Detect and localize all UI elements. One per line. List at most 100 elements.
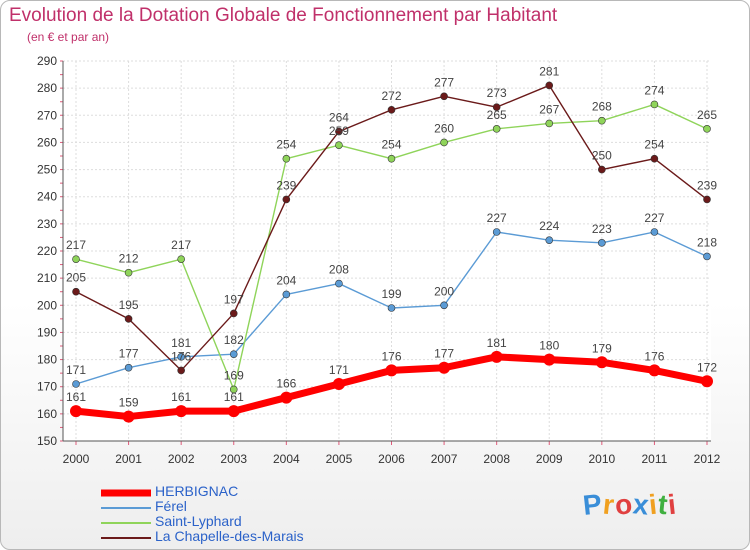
data-label: 169 (224, 368, 244, 382)
legend-label: La Chapelle-des-Marais (155, 528, 304, 544)
legend-item: Saint-Lyphard (101, 513, 401, 530)
x-tick-label: 2011 (642, 452, 668, 466)
data-label: 265 (697, 108, 717, 122)
y-tick-label: 200 (37, 298, 57, 312)
series-point (387, 304, 396, 312)
series-point (545, 119, 554, 128)
series-point (72, 380, 80, 388)
series-point (598, 116, 606, 125)
series-point (703, 125, 711, 133)
data-label: 176 (171, 349, 191, 363)
data-label: 259 (329, 124, 349, 138)
series-point (124, 315, 133, 323)
data-label: 161 (66, 390, 86, 404)
series-point (492, 125, 501, 133)
data-label: 281 (539, 64, 559, 78)
data-label: 254 (276, 138, 296, 152)
series-point (387, 106, 396, 114)
series-point (440, 301, 448, 310)
y-tick-label: 220 (37, 244, 57, 258)
data-label: 195 (119, 298, 139, 312)
data-label: 217 (171, 238, 191, 252)
series-point (595, 356, 608, 369)
data-label: 267 (539, 102, 559, 116)
series-point (282, 290, 291, 299)
data-label: 208 (329, 263, 349, 277)
data-label: 166 (276, 377, 296, 391)
data-label: 272 (381, 89, 401, 103)
x-tick-label: 2006 (378, 452, 405, 466)
data-label: 224 (539, 219, 559, 233)
x-tick-label: 2002 (168, 452, 195, 466)
data-label: 223 (592, 222, 612, 236)
series-point (124, 363, 133, 372)
data-label: 197 (224, 292, 244, 306)
data-label: 176 (381, 349, 401, 363)
series-point (124, 268, 133, 277)
series-point (335, 279, 343, 288)
series-point (545, 236, 554, 244)
legend-swatch (101, 536, 151, 539)
series-point (175, 405, 188, 418)
legend-item: La Chapelle-des-Marais (101, 528, 401, 545)
series-point (438, 361, 451, 374)
series-point (490, 350, 503, 363)
data-label: 199 (381, 287, 401, 301)
data-label: 239 (697, 178, 717, 192)
series-point (70, 405, 82, 418)
proxiti-logo: Proxiti (581, 488, 679, 521)
x-tick-label: 2012 (694, 452, 721, 466)
data-label: 265 (487, 108, 507, 122)
legend-label: Saint-Lyphard (155, 513, 242, 529)
data-label: 218 (697, 235, 717, 249)
chart-title: Evolution de la Dotation Globale de Fonc… (9, 5, 558, 26)
data-label: 264 (329, 111, 349, 125)
legend-label: Férel (155, 498, 187, 514)
legend-label: HERBIGNAC (155, 483, 239, 499)
series-point (335, 141, 343, 149)
series-point (387, 154, 396, 163)
data-label: 171 (66, 363, 86, 377)
series-point (72, 255, 80, 263)
data-label: 277 (434, 75, 454, 89)
data-label: 181 (171, 336, 191, 350)
legend-swatch (101, 489, 151, 496)
data-label: 254 (381, 138, 401, 152)
x-tick-label: 2000 (63, 452, 90, 466)
series-point (492, 228, 501, 236)
x-tick-label: 2008 (483, 452, 510, 466)
series-point (282, 195, 291, 204)
y-tick-label: 250 (37, 163, 57, 177)
data-label: 250 (592, 149, 612, 163)
data-label: 274 (644, 83, 664, 97)
series-point (598, 165, 606, 174)
series-point (701, 375, 713, 388)
y-tick-label: 180 (37, 353, 57, 367)
x-tick-label: 2007 (431, 452, 458, 466)
data-label: 176 (644, 349, 664, 363)
x-tick-label: 2010 (588, 452, 615, 466)
chart-subtitle: (en € et par an) (27, 30, 110, 44)
logo-letter: i (666, 488, 679, 521)
series-point (177, 366, 185, 375)
series-point (650, 228, 659, 236)
series-point (177, 353, 185, 361)
series-point (440, 92, 448, 101)
y-tick-label: 160 (37, 407, 57, 421)
x-tick-label: 2003 (220, 452, 247, 466)
data-label: 205 (66, 271, 86, 285)
y-tick-label: 230 (37, 217, 57, 231)
data-label: 200 (434, 284, 454, 298)
legend-swatch (101, 521, 151, 524)
series-point (492, 103, 501, 111)
series-point (598, 239, 606, 247)
series-point (332, 378, 345, 390)
series-point (440, 138, 448, 147)
data-label: 212 (119, 252, 139, 266)
data-label: 177 (119, 347, 139, 361)
series-point (177, 255, 185, 263)
series-point (648, 364, 661, 377)
series-point (385, 364, 398, 377)
series-point (703, 195, 711, 204)
